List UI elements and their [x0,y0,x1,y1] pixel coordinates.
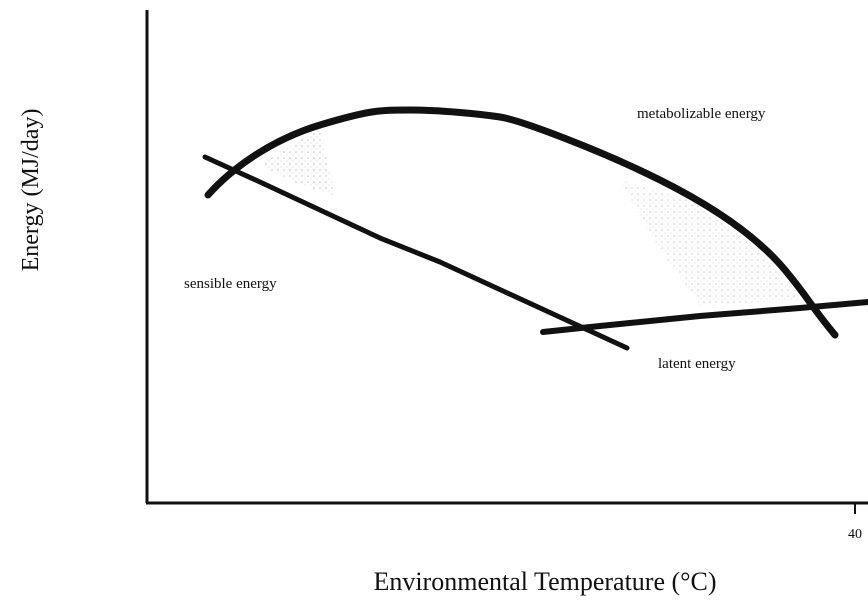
latent-label: latent energy [658,356,736,372]
metabolizable-label: metabolizable energy [637,106,766,122]
y-axis-label: Energy (MJ/day) [18,109,44,272]
latent-line [540,299,868,335]
shading [620,180,800,305]
sensible-label: sensible energy [184,276,277,292]
metabolizable-curve [204,106,839,339]
x-axis-label: Environmental Temperature (°C) [373,567,716,596]
x-tick-label: 40 [848,527,862,542]
shading [260,128,335,195]
sensible-line [202,154,630,351]
